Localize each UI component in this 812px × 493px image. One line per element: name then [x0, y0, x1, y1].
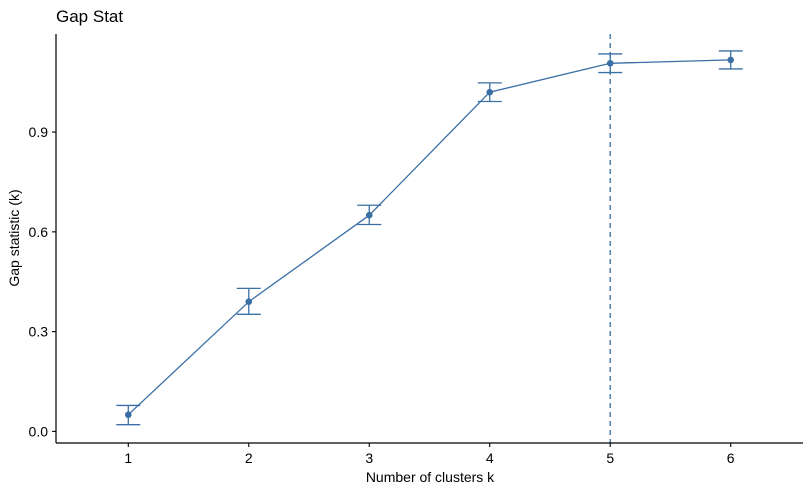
- data-point: [245, 298, 253, 305]
- x-axis-ticks: 1 2 3 4 5 6: [124, 443, 735, 466]
- data-point: [606, 59, 614, 67]
- x-axis-label: Number of clusters k: [366, 469, 495, 485]
- x-tick-label: 5: [606, 450, 614, 466]
- y-axis-ticks: 0.0 0.3 0.6 0.9: [29, 124, 56, 439]
- x-tick-label: 4: [486, 450, 494, 466]
- y-tick-label: 0.3: [29, 324, 49, 340]
- y-tick-label: 0.6: [29, 224, 49, 240]
- data-point: [365, 211, 373, 219]
- y-tick-label: 0.0: [29, 423, 49, 439]
- x-tick-label: 1: [124, 450, 132, 466]
- y-tick-label: 0.9: [29, 124, 49, 140]
- plot-area: [116, 34, 743, 443]
- chart-title: Gap Stat: [56, 7, 123, 26]
- y-axis-label: Gap statistic (k): [6, 189, 22, 286]
- data-point: [124, 411, 132, 419]
- series-line: [127, 59, 731, 416]
- x-tick-label: 6: [727, 450, 735, 466]
- x-tick-label: 3: [365, 450, 373, 466]
- data-point: [727, 56, 735, 64]
- data-point: [486, 88, 494, 96]
- x-tick-label: 2: [245, 450, 253, 466]
